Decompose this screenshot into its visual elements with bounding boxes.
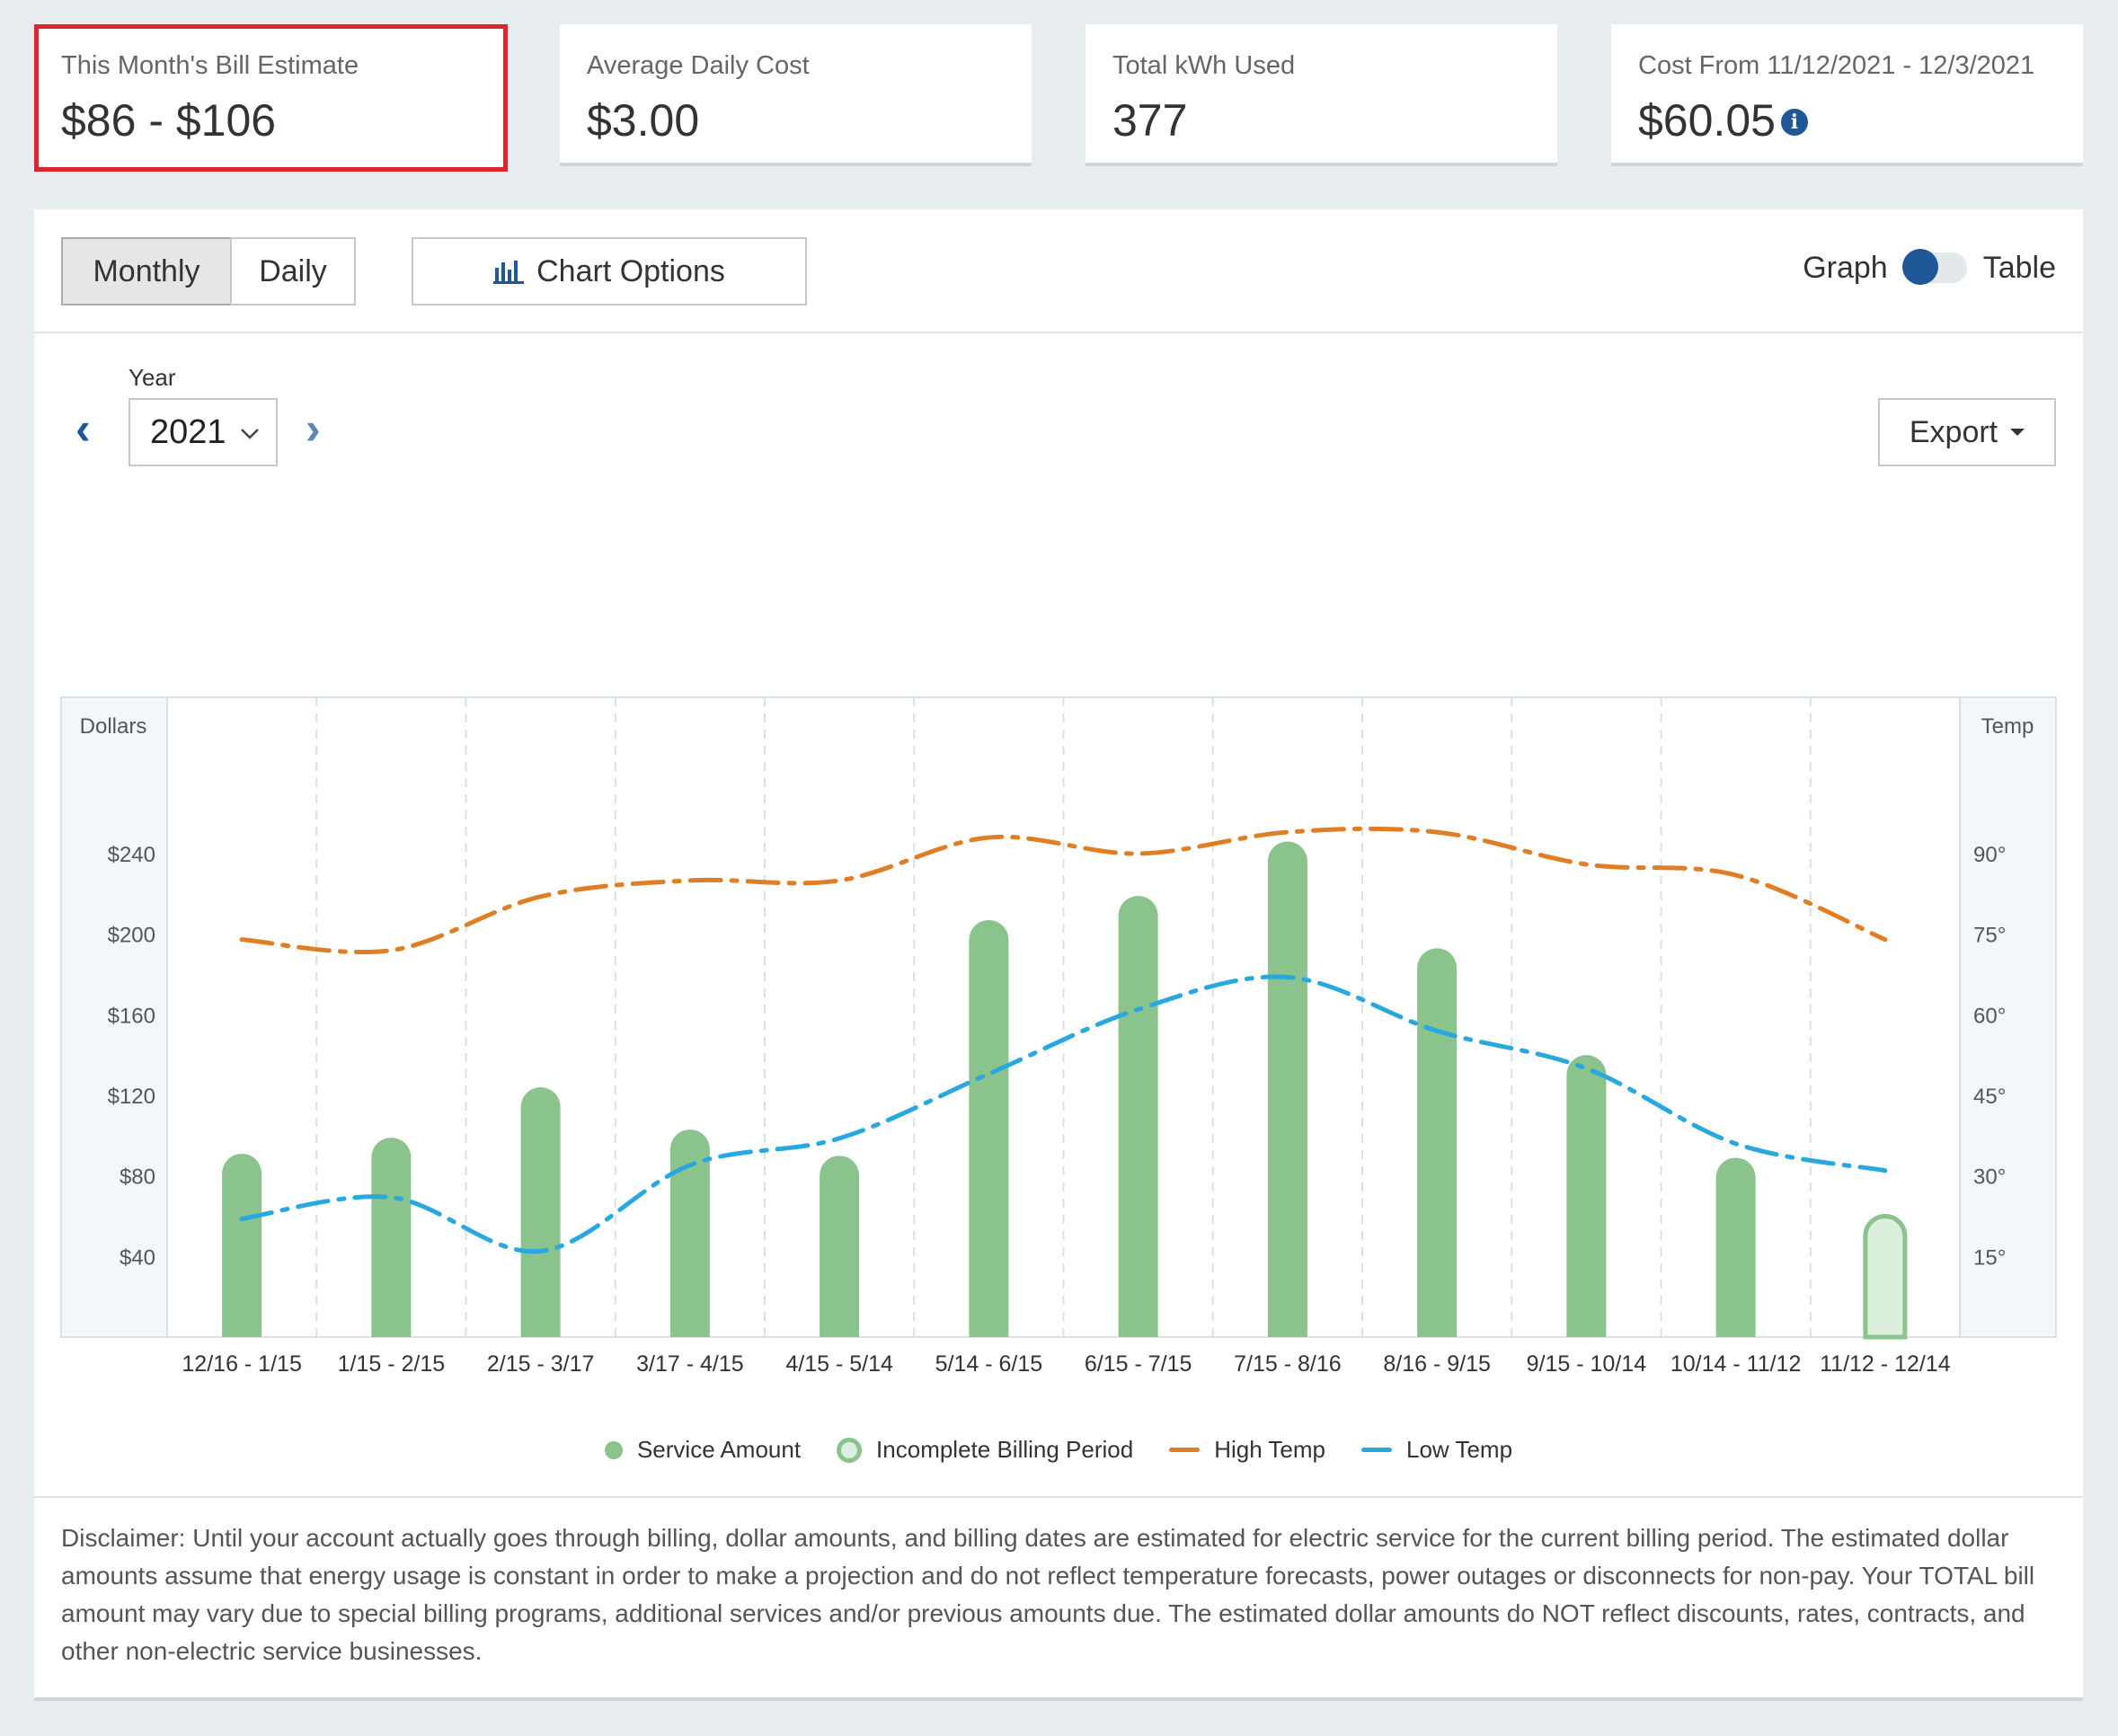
chart-options-button[interactable]: Chart Options [412, 237, 807, 306]
category-label: 10/14 - 11/12 [1670, 1351, 1801, 1377]
legend-label: Low Temp [1406, 1436, 1513, 1463]
left-tick-label: $120 [108, 1085, 155, 1109]
total-kwh-card[interactable]: Total kWh Used 377 [1086, 24, 1557, 166]
card-value: 377 [1112, 95, 1188, 146]
chevron-down-icon [241, 429, 259, 439]
graph-table-toggle[interactable]: Graph Table [1803, 245, 2056, 290]
category-label: 11/12 - 12/14 [1820, 1351, 1951, 1377]
next-year-arrow-icon[interactable]: › [306, 403, 321, 454]
service-amount-bar [969, 919, 1009, 1337]
caret-down-icon [2010, 429, 2025, 436]
export-button[interactable]: Export [1878, 398, 2056, 466]
right-tick-label: 30° [1973, 1165, 2006, 1190]
bill-estimate-card[interactable]: This Month's Bill Estimate $86 - $106 [34, 24, 508, 172]
card-label: Total kWh Used [1112, 51, 1296, 80]
legend-swatch [1169, 1448, 1201, 1452]
high-temp-line [239, 826, 1888, 955]
legend-label: High Temp [1214, 1436, 1326, 1463]
category-label: 2/15 - 3/17 [487, 1351, 595, 1377]
category-label: 6/15 - 7/15 [1085, 1351, 1192, 1377]
bar-chart-icon [493, 261, 525, 284]
category-label: 4/15 - 5/14 [785, 1351, 893, 1377]
average-daily-cost-card[interactable]: Average Daily Cost $3.00 [560, 24, 1032, 166]
cost-to-date-card[interactable]: Cost From 11/12/2021 - 12/3/2021 $60.05 i [1611, 24, 2083, 166]
service-amount-bar [1566, 1055, 1607, 1337]
disclaimer-text: Disclaimer: Until your account actually … [61, 1524, 2035, 1665]
service-amount-bar [1863, 1214, 1908, 1340]
right-axis-panel [1961, 698, 2055, 1336]
legend-service-amount[interactable]: Service Amount [604, 1436, 802, 1464]
toggle-knob [1901, 249, 1938, 285]
card-label: Average Daily Cost [587, 51, 810, 80]
right-tick-label: 60° [1973, 1004, 2006, 1028]
left-tick-label: $160 [108, 1004, 155, 1028]
year-value: 2021 [150, 412, 226, 451]
category-label: 3/17 - 4/15 [636, 1351, 744, 1377]
right-tick-label: 90° [1973, 843, 2006, 867]
legend-high-temp[interactable]: High Temp [1169, 1436, 1325, 1464]
right-tick-label: 75° [1973, 924, 2006, 948]
legend-swatch [837, 1437, 863, 1463]
service-amount-bar [520, 1087, 561, 1337]
usage-panel: Monthly Daily Chart Options Graph Table … [34, 209, 2083, 1701]
card-value-wrap: $60.05 i [1638, 94, 1808, 146]
year-label: Year [128, 364, 176, 391]
card-value: $3.00 [587, 95, 700, 146]
graph-label: Graph [1803, 250, 1888, 285]
legend-label: Incomplete Billing Period [876, 1436, 1134, 1463]
plot-frame [60, 696, 2057, 1338]
service-amount-bar [1118, 896, 1158, 1337]
right-axis-title: Temp [1981, 714, 2034, 739]
service-amount-bar [820, 1156, 860, 1337]
divider [34, 332, 2083, 333]
card-value: $60.05 [1638, 95, 1776, 146]
category-label: 1/15 - 2/15 [338, 1351, 446, 1377]
info-icon[interactable]: i [1780, 108, 1808, 136]
chart-options-label: Chart Options [536, 253, 725, 288]
service-amount-bar [371, 1138, 412, 1337]
legend-low-temp[interactable]: Low Temp [1361, 1436, 1512, 1464]
service-amount-bar [1715, 1157, 1756, 1337]
service-amount-bar [222, 1154, 262, 1337]
service-amount-bar [1417, 948, 1458, 1337]
export-label: Export [1909, 414, 1998, 449]
category-label: 9/15 - 10/14 [1527, 1351, 1647, 1377]
usage-chart: Dollars Temp $40 $80 $120 $160 $200 $240 15° 30° 4… [60, 696, 2057, 1377]
category-label: 5/14 - 6/15 [935, 1351, 1043, 1377]
card-value: $86 - $106 [61, 95, 277, 146]
right-tick-label: 45° [1973, 1085, 2006, 1109]
category-label: 8/16 - 9/15 [1383, 1351, 1491, 1377]
table-label: Table [1982, 250, 2056, 285]
left-tick-label: $200 [108, 924, 155, 948]
left-axis-panel [62, 698, 166, 1336]
card-label: This Month's Bill Estimate [61, 51, 359, 80]
monthly-button[interactable]: Monthly [61, 237, 232, 306]
category-label: 7/15 - 8/16 [1234, 1351, 1342, 1377]
left-tick-label: $80 [120, 1165, 155, 1190]
legend-incomplete-billing[interactable]: Incomplete Billing Period [837, 1436, 1133, 1464]
service-amount-bar [1267, 841, 1307, 1337]
category-label: 12/16 - 1/15 [182, 1351, 301, 1377]
service-amount-bar [669, 1129, 710, 1337]
low-temp-line [239, 974, 1888, 1254]
right-tick-label: 15° [1973, 1245, 2006, 1270]
legend-swatch [1361, 1448, 1393, 1452]
left-tick-label: $40 [120, 1245, 155, 1270]
left-tick-label: $240 [108, 843, 155, 867]
legend-swatch [604, 1440, 623, 1459]
previous-year-arrow-icon[interactable]: ‹ [75, 403, 91, 454]
daily-button[interactable]: Daily [230, 237, 356, 306]
year-select[interactable]: 2021 [128, 398, 278, 466]
legend-label: Service Amount [636, 1436, 802, 1463]
toggle-switch[interactable] [1901, 249, 1967, 285]
left-axis-title: Dollars [80, 714, 147, 739]
divider [34, 1496, 2083, 1498]
chart-legend: Service Amount Incomplete Billing Period… [34, 1436, 2083, 1464]
card-label: Cost From 11/12/2021 - 12/3/2021 [1638, 51, 2035, 80]
